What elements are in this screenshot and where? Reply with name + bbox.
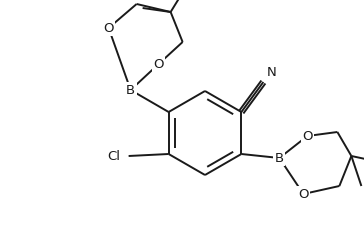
Text: B: B (126, 84, 135, 97)
Text: O: O (153, 58, 164, 71)
Text: B: B (275, 152, 284, 164)
Text: O: O (298, 187, 309, 201)
Text: N: N (266, 66, 276, 79)
Text: Cl: Cl (108, 149, 120, 163)
Text: O: O (103, 21, 114, 34)
Text: O: O (302, 130, 313, 143)
